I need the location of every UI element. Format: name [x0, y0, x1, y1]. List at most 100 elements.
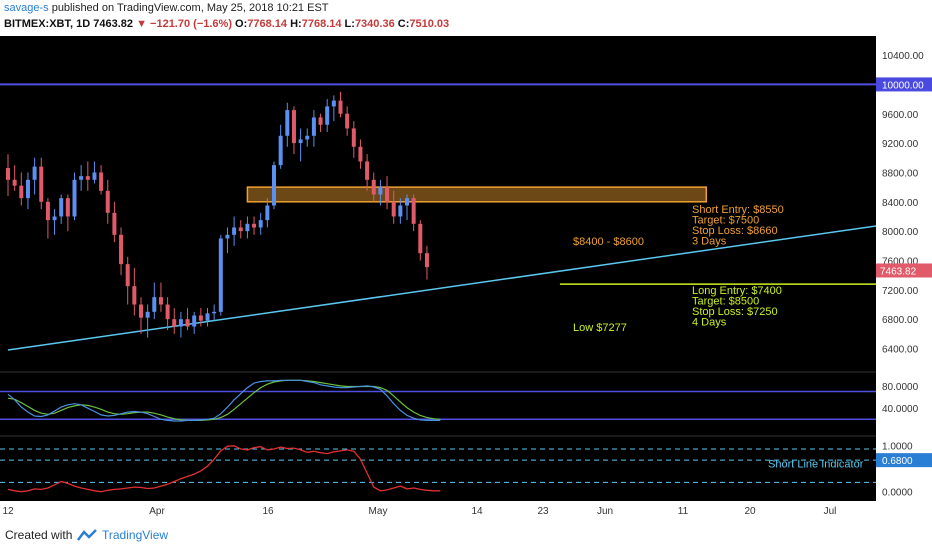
candle-body — [298, 139, 303, 144]
candle-body — [65, 198, 70, 217]
candle-body — [424, 253, 429, 268]
candle-body — [12, 179, 17, 186]
candle-body — [365, 161, 370, 180]
candle-body — [39, 166, 44, 202]
candle-body — [92, 172, 97, 180]
annotation-text: Stop Loss: $8660 — [692, 225, 778, 237]
candle-body — [272, 165, 276, 206]
time-tick-label: 11 — [678, 506, 689, 517]
candle-body — [238, 227, 243, 232]
candle-body — [325, 106, 330, 125]
high-value: 7768.14 — [301, 18, 342, 30]
annotation-text: 3 Days — [692, 236, 727, 248]
candle-body — [258, 220, 263, 228]
chart-header: savage-s published on TradingView.com, M… — [0, 0, 932, 36]
candle-body — [378, 187, 383, 195]
price-axis-background — [876, 36, 932, 520]
candle-body — [59, 198, 64, 217]
candle-body — [245, 223, 250, 232]
candle-body — [351, 128, 356, 147]
candle-body — [391, 201, 396, 217]
time-tick-label: 23 — [537, 506, 549, 517]
candle-body — [132, 286, 137, 305]
publish-line: savage-s published on TradingView.com, M… — [4, 2, 329, 14]
candle-body — [232, 227, 237, 235]
time-tick-label: 20 — [744, 506, 756, 517]
oscillator-line — [7, 445, 441, 493]
oscillator-level-tag — [876, 453, 932, 468]
candle-body — [252, 223, 257, 228]
candle-body — [19, 185, 24, 199]
price-tick-label: 9200.00 — [882, 139, 919, 150]
created-with-label: Created with — [5, 528, 73, 542]
price-tag-10000 — [876, 77, 932, 92]
tradingview-link[interactable]: TradingView — [102, 528, 169, 542]
candle-body — [178, 319, 183, 327]
stochastic-tick-label: 80.0000 — [882, 382, 919, 393]
open-label: O: — [235, 18, 248, 30]
candle-body — [318, 117, 323, 125]
price-tick-label: 7600.00 — [882, 256, 919, 267]
candle-body — [285, 110, 290, 136]
annotation-text: Stop Loss: $7250 — [692, 306, 778, 318]
price-tick-label: 8000.00 — [882, 227, 919, 238]
time-axis-background — [0, 501, 876, 520]
price-tick-label: 8400.00 — [882, 198, 919, 209]
candle-body — [139, 304, 143, 318]
oscillator-name-label: Short Line Indicator — [768, 459, 864, 471]
candle-body — [25, 179, 30, 199]
annotation-text: 4 Days — [692, 317, 727, 329]
candle-body — [6, 168, 10, 180]
candle-body — [198, 315, 203, 321]
author-link[interactable]: savage-s — [4, 2, 49, 14]
candle-body — [145, 311, 150, 318]
candle-body — [172, 319, 177, 327]
candle-body — [52, 216, 57, 221]
down-arrow-icon: ▼ — [136, 18, 147, 30]
stochastic-tick-label: 40.0000 — [882, 404, 919, 415]
candle-body — [79, 176, 84, 180]
time-tick-label: May — [369, 506, 388, 517]
price-tick-label: 6800.00 — [882, 315, 919, 326]
candle-body — [291, 110, 296, 144]
candle-body — [218, 238, 223, 312]
candle-body — [158, 297, 163, 305]
annotation-text: Low $7277 — [573, 322, 627, 334]
price-tick-label: 9600.00 — [882, 110, 919, 121]
chart-background — [0, 36, 932, 520]
time-tick-label: 16 — [262, 506, 274, 517]
candle-body — [165, 304, 170, 320]
change-value: −121.70 (−1.6%) — [150, 18, 232, 30]
price-tick-label: 10000.00 — [882, 80, 924, 91]
oscillator-tick-label: 0.0000 — [882, 488, 913, 499]
price-tick-label: 6400.00 — [882, 345, 919, 356]
candle-body — [32, 166, 37, 180]
candle-body — [358, 146, 363, 162]
candle-body — [265, 205, 270, 221]
last-price: 7463.82 — [93, 18, 134, 30]
candle-body — [205, 313, 210, 321]
low-value: 7340.36 — [354, 18, 395, 30]
price-tick-label: 7200.00 — [882, 286, 919, 297]
candle-body — [192, 315, 197, 327]
candle-body — [99, 172, 104, 191]
symbol-label: BITMEX:XBT, 1D — [4, 18, 91, 30]
low-label: L: — [344, 18, 355, 30]
candle-body — [105, 190, 110, 213]
candle-body — [212, 311, 217, 314]
time-tick-label: Jun — [597, 506, 613, 517]
annotation-text: Short Entry: $8550 — [692, 204, 784, 216]
candle-body — [225, 234, 230, 239]
oscillator-tick-label: 1.0000 — [882, 441, 913, 452]
time-tick-label: Jul — [824, 506, 837, 517]
publish-info: published on TradingView.com, May 25, 20… — [48, 2, 329, 14]
price-tick-label: 10400.00 — [882, 51, 924, 62]
annotation-text: $8400 - $8600 — [573, 236, 644, 248]
candle-body — [371, 179, 376, 195]
footer: Created with TradingView — [0, 520, 932, 550]
trendline — [7, 225, 876, 351]
candle-body — [411, 198, 416, 224]
oscillator-level-label: 0.6800 — [882, 456, 913, 467]
annotation-text: Target: $8500 — [692, 296, 759, 308]
